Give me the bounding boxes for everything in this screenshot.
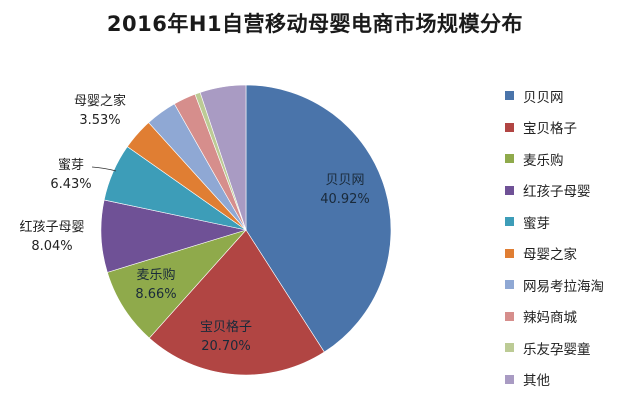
legend-item: 母婴之家	[505, 238, 604, 270]
legend-swatch	[505, 374, 514, 384]
legend-swatch	[505, 154, 514, 164]
label-beibei: 贝贝网 40.92%	[320, 173, 370, 207]
legend-swatch	[505, 343, 514, 353]
label-muyingzhijia: 母婴之家 3.53%	[73, 94, 126, 128]
legend-item: 网易考拉海淘	[505, 269, 604, 301]
legend-swatch	[505, 122, 514, 132]
legend-item: 其他	[505, 364, 604, 396]
legend-item: 乐友孕婴童	[505, 332, 604, 364]
leader-line	[91, 166, 117, 172]
legend-item: 贝贝网	[505, 80, 604, 112]
legend-swatch	[505, 248, 514, 258]
chart-title: 2016年H1自营移动母婴电商市场规模分布	[106, 12, 524, 36]
legend-swatch	[505, 280, 514, 290]
legend-item: 宝贝格子	[505, 112, 604, 144]
legend-item: 红孩子母婴	[505, 175, 604, 207]
label-mailegou: 麦乐购 8.66%	[135, 268, 177, 302]
pie-slice	[148, 229, 325, 376]
legend-swatch	[505, 91, 514, 101]
legend-item: 蜜芽	[505, 206, 604, 238]
label-baobeigezi: 宝贝格子 20.70%	[199, 320, 252, 354]
label-honghaizi: 红孩子母婴 8.04%	[19, 220, 85, 254]
legend-swatch	[505, 185, 514, 195]
pie-slice	[245, 84, 392, 353]
legend-item: 辣妈商城	[505, 301, 604, 333]
legend-swatch	[505, 311, 514, 321]
chart-legend: 贝贝网 宝贝格子 麦乐购 红孩子母婴 蜜芽 母婴之家 网易考拉海淘 辣妈商城 乐…	[505, 80, 604, 395]
legend-item: 麦乐购	[505, 143, 604, 175]
legend-swatch	[505, 217, 514, 227]
pie-slice	[199, 84, 247, 231]
label-miya: 蜜芽 6.43%	[50, 158, 92, 192]
